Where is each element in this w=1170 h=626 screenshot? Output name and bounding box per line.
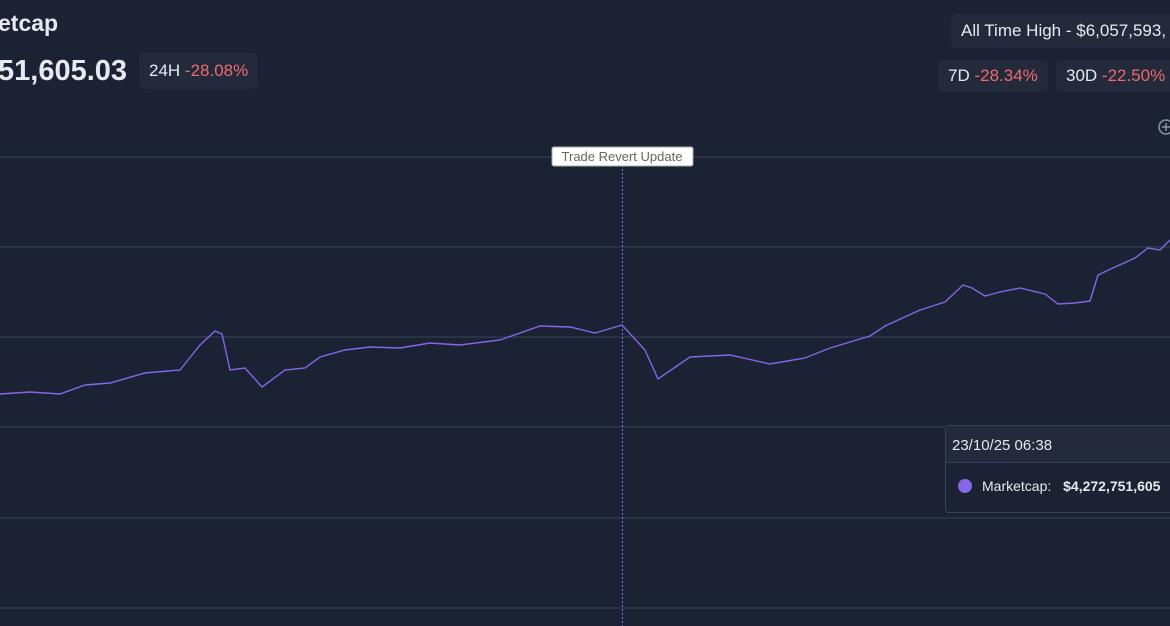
tooltip-value: $4,272,751,605 (1063, 478, 1161, 494)
tooltip-label: Marketcap: (982, 478, 1052, 494)
change: -28.34% (974, 66, 1038, 85)
change: -22.50% (1101, 66, 1166, 85)
marker-label-box (551, 146, 694, 167)
period: 30D (1066, 66, 1098, 85)
change: -28.08% (184, 61, 249, 80)
marker-label: Trade Revert Update (562, 149, 683, 164)
change-30d[interactable]: 30D -22.50% (1056, 60, 1170, 92)
zoom-icon-plus (1162, 123, 1170, 131)
title: etcap (0, 10, 59, 36)
all-time-high: All Time High - $6,057,593, (951, 14, 1170, 48)
current-value: 51,605.03 (0, 55, 128, 87)
grid (0, 156, 1170, 609)
marketcap-line (0, 239, 1170, 395)
tooltip-time: 23/10/25 06:38 (946, 426, 1170, 463)
period: 7D (948, 66, 970, 85)
period: 24H (149, 61, 181, 80)
series-dot (958, 479, 972, 493)
tooltip: 23/10/25 06:38 Marketcap: $4,272,751,605 (945, 425, 1170, 513)
zoom-icon[interactable] (1158, 119, 1170, 135)
change-24h: 24H -28.08% (139, 53, 259, 89)
tooltip-row: Marketcap: $4,272,751,605 (946, 463, 1170, 494)
change-7d[interactable]: 7D -28.34% (938, 60, 1048, 92)
